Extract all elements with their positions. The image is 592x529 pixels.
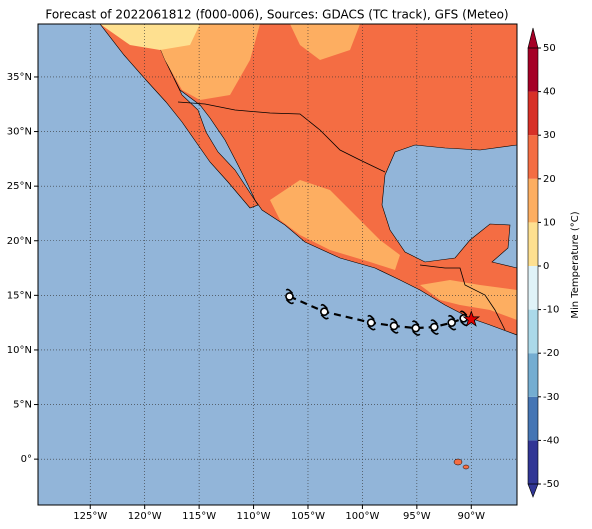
colorbar-tick-label: -40 xyxy=(543,435,559,446)
lon-tick-label: 90°W xyxy=(457,511,485,522)
colorbar-tick-label: -10 xyxy=(543,305,559,316)
colorbar-segment xyxy=(528,48,538,92)
lat-tick-label: 5°N xyxy=(13,400,32,411)
cyclone-symbol xyxy=(447,318,456,327)
cyclone-arm xyxy=(447,314,457,331)
colorbar-segment xyxy=(528,440,538,484)
map-title: Forecast of 2022061812 (f000-006), Sourc… xyxy=(45,8,508,22)
lon-tick-label: 105°W xyxy=(291,511,325,522)
colorbar-segment xyxy=(528,91,538,136)
colorbar-segment xyxy=(528,178,538,223)
island xyxy=(462,464,470,470)
lat-tick-label: 25°N xyxy=(7,181,32,192)
track-point xyxy=(389,318,399,334)
graticule xyxy=(38,24,517,505)
lon-tick-label: 120°W xyxy=(128,511,162,522)
border xyxy=(177,101,386,173)
colorbar-label: Min Temperature (°C) xyxy=(570,211,581,318)
lon-tick-label: 125°W xyxy=(73,511,107,522)
land-mild-patch xyxy=(100,24,200,50)
cyclone-arm xyxy=(411,320,421,336)
lat-tick-label: 0° xyxy=(21,454,32,465)
lat-tick-label: 35°N xyxy=(7,72,32,83)
colorbar-tick-label: 40 xyxy=(543,87,556,98)
cyclone-symbol xyxy=(285,292,294,301)
track-point xyxy=(320,303,329,320)
colorbar-tick-label: 50 xyxy=(543,43,556,54)
colorbar-segment xyxy=(528,135,538,179)
land xyxy=(149,24,517,336)
cyclone-symbol xyxy=(366,318,376,327)
cyclone-symbol xyxy=(389,321,399,331)
lat-tick-label: 30°N xyxy=(7,127,32,138)
lon-tick-label: 115°W xyxy=(182,511,216,522)
track-point xyxy=(447,314,457,331)
colorbar-tick-label: 10 xyxy=(543,217,556,228)
colorbar-extend-bottom xyxy=(527,483,539,498)
land-warm-patch xyxy=(270,180,400,270)
storm-track xyxy=(285,288,481,336)
colorbar: -50 -40 -30 -20 -10 0 10 20 30 40 50 xyxy=(527,27,559,498)
colorbar-tick-label: 30 xyxy=(543,130,556,141)
baja-california xyxy=(99,24,259,209)
colorbar-tick-label: 0 xyxy=(543,261,549,272)
colorbar-segment xyxy=(528,222,538,266)
lat-tick-label: 10°N xyxy=(7,345,32,356)
land-warm-patch xyxy=(420,280,517,320)
lon-tick-label: 95°W xyxy=(403,511,431,522)
lon-tick-label: 110°W xyxy=(237,511,271,522)
cyclone-arm xyxy=(390,318,399,334)
track-point xyxy=(366,314,376,331)
track-point xyxy=(411,320,421,336)
colorbar-tick-label: 20 xyxy=(543,174,556,185)
colorbar-tick-label: -50 xyxy=(543,479,559,490)
colorbar-segment xyxy=(528,353,538,397)
colorbar-segment xyxy=(528,266,538,310)
cyclone-symbol xyxy=(429,322,439,332)
track-line xyxy=(289,295,472,330)
colorbar-segment xyxy=(528,309,538,354)
cyclone-symbol xyxy=(320,307,329,317)
track-point xyxy=(429,319,439,335)
current-position xyxy=(462,310,481,327)
colorbar-extend-top xyxy=(527,27,539,49)
cyclone-arm xyxy=(320,303,329,320)
colorbar-tick-label: -30 xyxy=(543,392,559,403)
cyclone-arm xyxy=(430,319,439,335)
map-area xyxy=(38,24,517,505)
colorbar-segment xyxy=(528,396,538,441)
lat-tick-label: 15°N xyxy=(7,290,32,301)
land-warm-patch xyxy=(290,24,360,60)
lat-tick-label: 20°N xyxy=(7,236,32,247)
cyclone-arm xyxy=(285,288,295,305)
cyclone-arm xyxy=(367,314,376,331)
colorbar-tick-label: -20 xyxy=(543,348,559,359)
island xyxy=(453,458,463,466)
lon-tick-label: 100°W xyxy=(345,511,379,522)
map-frame xyxy=(37,23,518,506)
cyclone-symbol xyxy=(411,323,421,333)
border xyxy=(419,264,506,331)
track-point xyxy=(285,288,295,305)
